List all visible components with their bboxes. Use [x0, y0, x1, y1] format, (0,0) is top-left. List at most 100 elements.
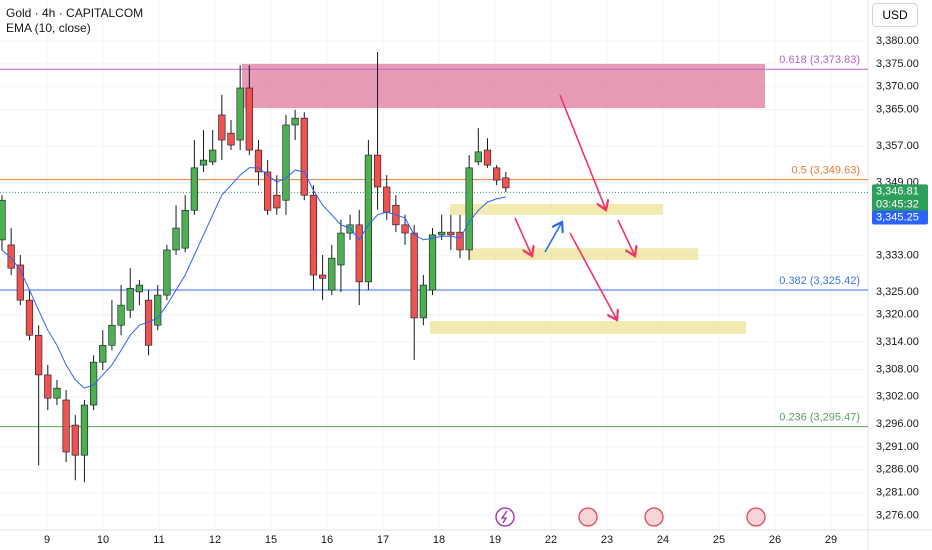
candle-body: [346, 224, 354, 234]
last-price-box: [872, 184, 928, 213]
y-tick-label: 3,325.00: [876, 286, 919, 298]
x-tick-label: 9: [44, 534, 50, 546]
candle-body: [90, 361, 98, 406]
y-tick-label: 3,320.00: [876, 309, 919, 321]
candle-body: [309, 194, 318, 276]
x-tick-label: 17: [377, 534, 389, 546]
event-icons: [495, 507, 766, 527]
y-tick-label: 3,314.00: [876, 336, 919, 348]
x-tick-label: 23: [601, 534, 613, 546]
fib-label: 0.618 (3,373.83): [779, 54, 860, 66]
y-tick-label: 3,357.00: [876, 140, 919, 152]
candle-body: [254, 149, 263, 173]
y-tick-label: 3,333.00: [876, 249, 919, 261]
x-tick-label: 11: [153, 534, 164, 546]
price-zone: [450, 203, 663, 215]
event-icon[interactable]: [578, 507, 598, 527]
candle-body: [502, 177, 510, 189]
candle-body: [117, 304, 125, 326]
candle-body: [99, 344, 107, 363]
event-icon[interactable]: [746, 507, 766, 527]
x-tick-label: 24: [657, 534, 669, 546]
event-icon[interactable]: [644, 507, 664, 527]
x-tick-label: 22: [545, 534, 557, 546]
candle-body: [337, 232, 345, 266]
candle-body: [438, 231, 446, 236]
fib-label: 0.382 (3,325.42): [779, 275, 860, 287]
candle-body: [16, 264, 24, 301]
candle-body: [190, 167, 198, 211]
candle-body: [493, 167, 501, 181]
arrow: [569, 232, 617, 320]
arrow: [544, 222, 562, 253]
candle-body: [53, 387, 61, 399]
y-tick-label: 3,286.00: [876, 464, 919, 476]
candle-body: [419, 284, 427, 319]
candle-body: [0, 199, 6, 241]
candle-body: [172, 227, 180, 251]
candle-body: [209, 149, 217, 163]
arrow: [559, 94, 606, 210]
candle-body: [300, 117, 308, 196]
candle-body: [282, 124, 290, 201]
x-tick-label: 15: [265, 534, 277, 546]
candle-body: [80, 404, 89, 456]
x-tick-label: 10: [97, 534, 109, 546]
indicator-label: EMA (10, close): [6, 21, 91, 35]
x-tick-label: 25: [713, 534, 725, 546]
fib-label: 0.236 (3,295.47): [779, 412, 860, 424]
price-zone: [468, 248, 698, 260]
ema-price-box: [872, 210, 928, 225]
event-icon[interactable]: [495, 507, 515, 527]
candle-body: [163, 249, 171, 296]
currency-button[interactable]: USD: [872, 3, 918, 27]
x-tick-label: 16: [321, 534, 333, 546]
candle-body: [291, 117, 299, 126]
candle-body: [410, 232, 418, 319]
header: Gold · 4h · CAPITALCOM EMA (10, close): [6, 6, 143, 36]
y-tick-label: 3,291.00: [876, 441, 919, 453]
x-tick-label: 19: [489, 534, 501, 546]
candle-body: [245, 87, 253, 151]
symbol-title: Gold · 4h · CAPITALCOM: [6, 6, 144, 20]
y-tick-label: 3,370.00: [876, 81, 919, 93]
candle-body: [62, 399, 70, 453]
candle-body: [456, 231, 464, 251]
y-tick-label: 3,380.00: [876, 35, 919, 47]
candle-body: [35, 334, 43, 376]
ema-price-label: 3,345.25: [876, 211, 919, 223]
countdown-label: 03:45:32: [876, 198, 919, 210]
candle-body: [126, 287, 134, 311]
y-tick-label: 3,302.00: [876, 391, 919, 403]
arrows: [514, 94, 635, 320]
candle-body: [465, 167, 473, 251]
price-zone: [430, 321, 746, 334]
candle-body: [227, 132, 235, 146]
candle-body: [428, 234, 437, 291]
x-tick-label: 29: [825, 534, 837, 546]
candle-body: [364, 154, 373, 283]
candle-body: [483, 149, 492, 166]
y-tick-label: 3,365.00: [876, 103, 919, 115]
arrow: [514, 217, 532, 256]
candle-body: [264, 171, 272, 211]
y-tick-label: 3,296.00: [876, 418, 919, 430]
candle-body: [71, 424, 79, 456]
candle-body: [108, 324, 116, 346]
candle-body: [181, 209, 189, 249]
candle-body: [218, 114, 226, 141]
candle-body: [44, 374, 52, 399]
candle-body: [25, 299, 34, 336]
candle-body: [401, 224, 409, 234]
candle-body: [474, 151, 482, 163]
x-tick-label: 26: [769, 534, 781, 546]
x-tick-label: 18: [433, 534, 445, 546]
candle-body: [273, 194, 281, 209]
candle-body: [135, 284, 144, 293]
candle-body: [373, 154, 382, 188]
candle-body: [236, 87, 244, 141]
candle-body: [7, 244, 15, 269]
y-tick-label: 3,281.00: [876, 487, 919, 499]
